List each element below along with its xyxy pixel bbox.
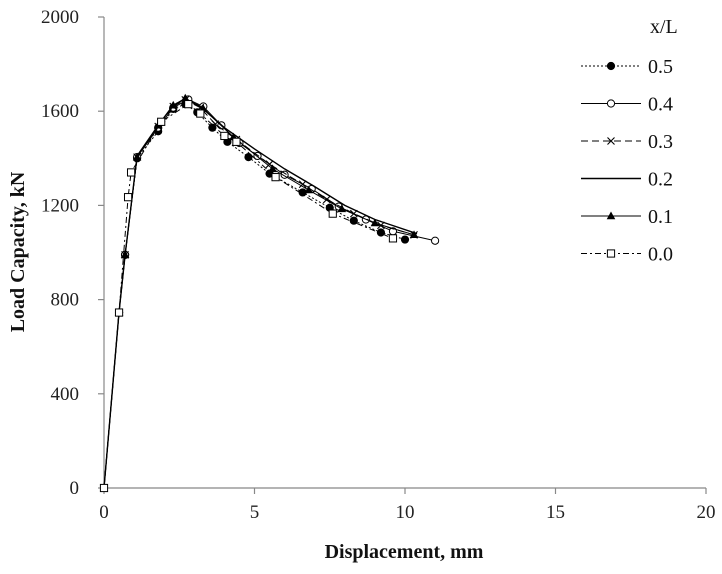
legend-marker	[606, 61, 616, 71]
data-point	[304, 185, 313, 194]
y-axis-title: Load Capacity, kN	[7, 171, 29, 332]
series-line	[103, 103, 394, 489]
series-0-0	[99, 100, 398, 493]
legend-label: 0.5	[648, 56, 673, 78]
data-point	[180, 93, 190, 102]
legend-label: 0.4	[648, 94, 673, 116]
data-point	[123, 193, 133, 202]
data-point	[328, 209, 337, 218]
data-point	[431, 236, 440, 245]
data-point	[271, 173, 280, 182]
y-tick-label: 0	[70, 478, 80, 499]
tick-labels: 0 5 10 15 20 0 400 800 1200 1600 2000	[41, 7, 716, 523]
series-line	[103, 99, 415, 489]
data-point	[337, 204, 347, 213]
y-tick-label: 2000	[41, 7, 79, 28]
data-point	[268, 164, 277, 173]
data-point	[196, 109, 205, 118]
series-0-4	[103, 95, 440, 489]
legend-item-0-2: 0.2	[581, 169, 673, 191]
axes	[98, 16, 707, 494]
legend-marker	[606, 211, 616, 220]
y-tick-label: 1600	[41, 101, 79, 122]
data-point	[388, 234, 398, 243]
y-tick-label: 400	[51, 384, 80, 405]
data-point	[409, 230, 419, 239]
data-point	[184, 100, 193, 109]
legend: x/L 0.5 0.4 0.3 0.2 0.1 0.0	[581, 16, 678, 266]
legend-item-0-3: 0.3	[581, 131, 673, 153]
data-point	[168, 100, 178, 109]
legend-marker	[606, 249, 616, 258]
data-point	[232, 137, 241, 146]
series-line	[103, 103, 406, 489]
data-point	[349, 216, 358, 225]
legend-label: 0.2	[648, 169, 673, 191]
legend-title: x/L	[650, 16, 678, 38]
legend-item-0-0: 0.0	[581, 244, 673, 266]
series-line	[103, 97, 415, 489]
data-point	[400, 235, 410, 244]
x-tick-label: 20	[697, 502, 716, 523]
series-line	[103, 98, 436, 489]
data-point	[157, 117, 166, 126]
data-point	[370, 218, 380, 227]
legend-item-0-5: 0.5	[581, 56, 673, 78]
legend-marker	[606, 99, 616, 108]
legend-label: 0.3	[648, 131, 673, 153]
data-point	[99, 483, 109, 493]
data-point	[120, 250, 130, 259]
legend-marker	[607, 137, 615, 145]
legend-item-0-1: 0.1	[581, 206, 673, 228]
y-tick-label: 800	[51, 290, 80, 311]
data-point	[126, 168, 136, 177]
x-tick-label: 15	[546, 502, 565, 523]
legend-item-0-4: 0.4	[581, 94, 673, 116]
x-tick-label: 10	[396, 502, 415, 523]
x-tick-label: 0	[99, 502, 109, 523]
data-point	[298, 180, 307, 189]
legend-label: 0.1	[648, 206, 673, 228]
y-tick-label: 1200	[41, 195, 79, 216]
plot-area	[99, 93, 440, 493]
data-point	[114, 308, 124, 317]
x-tick-label: 5	[250, 502, 260, 523]
legend-label: 0.0	[648, 244, 673, 266]
x-axis-title: Displacement, mm	[325, 541, 484, 563]
data-point	[220, 131, 229, 141]
data-point	[244, 153, 253, 162]
